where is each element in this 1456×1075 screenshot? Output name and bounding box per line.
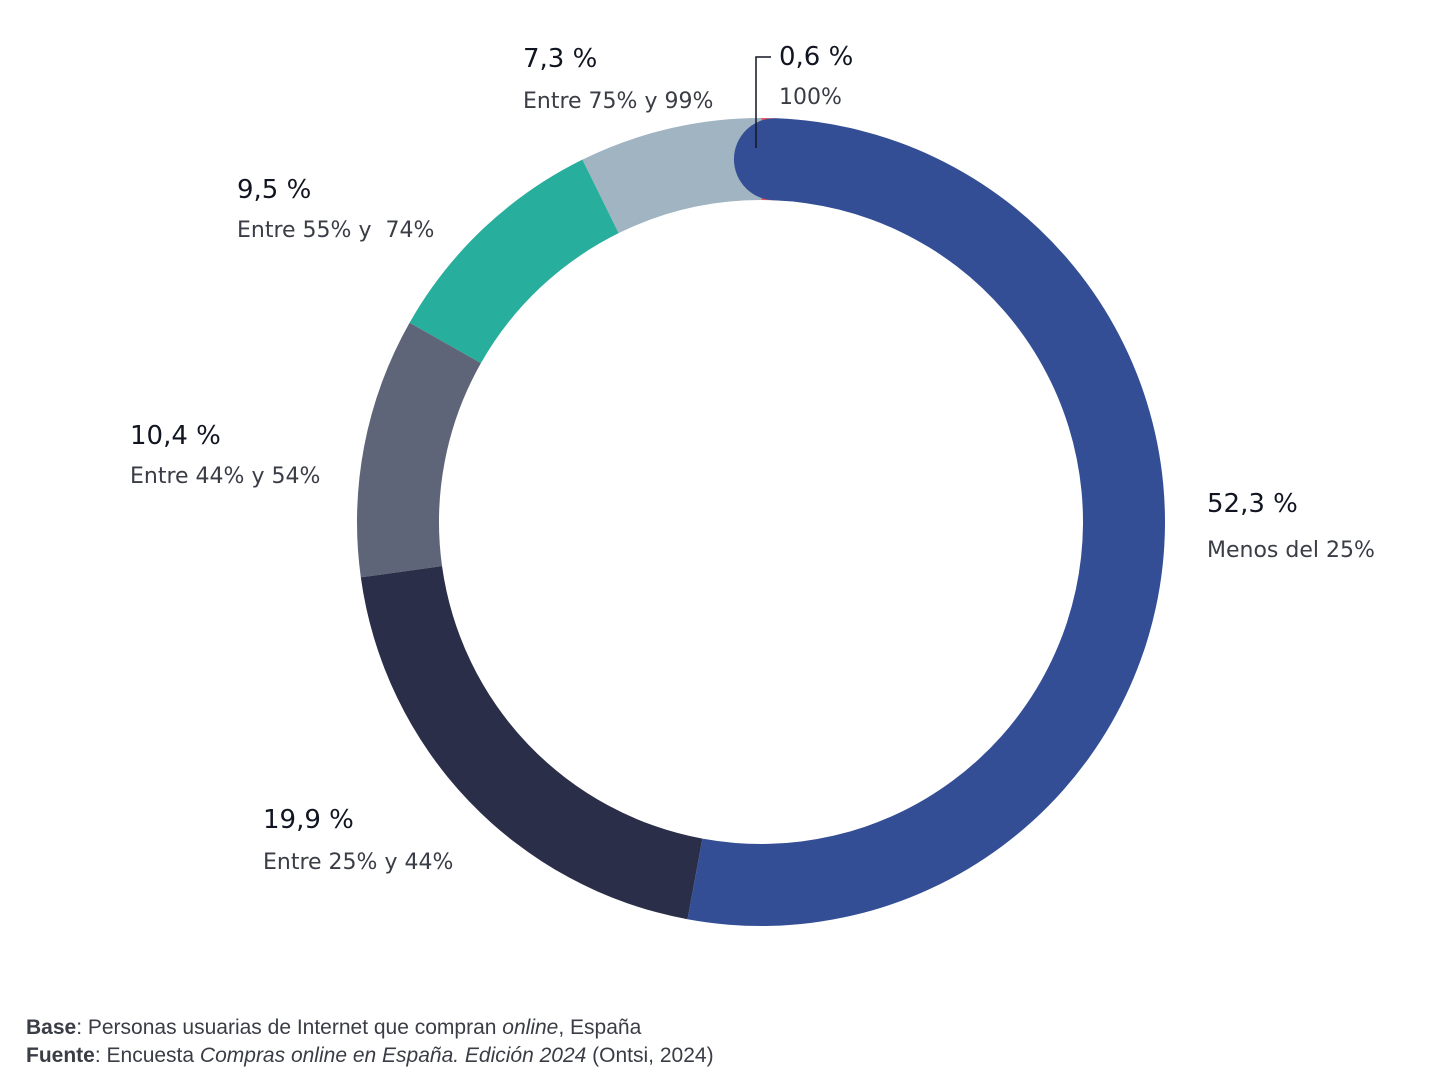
- footer-source: Fuente: Encuesta Compras online en Españ…: [26, 1044, 714, 1067]
- category-label-entre-75-y-99: Entre 75% y 99%: [523, 89, 713, 114]
- value-label-entre-44-y-54: 10,4 %: [130, 421, 221, 451]
- base-italic: online: [502, 1016, 559, 1039]
- donut-slices: [356, 118, 1165, 926]
- source-label: Fuente: [26, 1044, 95, 1067]
- value-label-menos-del-25: 52,3 %: [1207, 489, 1298, 519]
- value-label-100: 0,6 %: [779, 42, 853, 72]
- slice-entre-44-y-54: [356, 322, 481, 578]
- category-label-entre-44-y-54: Entre 44% y 54%: [130, 464, 320, 489]
- footer-base: Base: Personas usuarias de Internet que …: [26, 1016, 642, 1039]
- category-label-100: 100%: [779, 85, 842, 110]
- base-suffix: , España: [558, 1016, 642, 1039]
- value-label-entre-55-y-74: 9,5 %: [237, 175, 311, 205]
- donut-chart: 52,3 % Menos del 25% 19,9 % Entre 25% y 44%…: [130, 42, 1375, 926]
- slice-start-cap: [733, 118, 816, 201]
- category-label-entre-55-y-74: Entre 55% y 74%: [237, 218, 434, 243]
- source-text: Encuesta: [106, 1044, 200, 1067]
- base-label: Base: [26, 1016, 77, 1039]
- slice-menos-del-25: [687, 118, 1165, 926]
- source-italic: Compras online en España. Edición 2024: [199, 1044, 587, 1067]
- source-suffix: (Ontsi, 2024): [586, 1044, 714, 1067]
- slice-labels: 52,3 % Menos del 25% 19,9 % Entre 25% y 44%…: [130, 42, 1375, 875]
- category-label-entre-25-y-44: Entre 25% y 44%: [263, 850, 453, 875]
- value-label-entre-75-y-99: 7,3 %: [523, 44, 597, 74]
- slice-entre-55-y-74: [409, 159, 619, 364]
- value-label-entre-25-y-44: 19,9 %: [263, 805, 354, 835]
- slice-entre-75-y-99: [582, 118, 762, 234]
- category-label-menos-del-25: Menos del 25%: [1207, 538, 1375, 563]
- slice-entre-25-y-44: [360, 566, 703, 920]
- leader-line-100: [755, 56, 771, 148]
- base-text: Personas usuarias de Internet que compra…: [87, 1016, 503, 1039]
